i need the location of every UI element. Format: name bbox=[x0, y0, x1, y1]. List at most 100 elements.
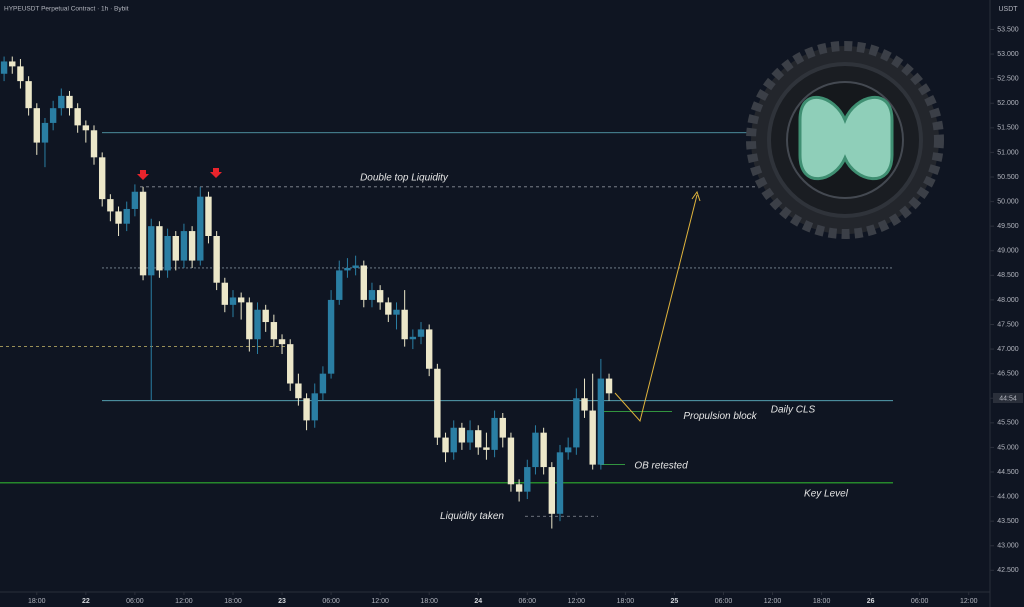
candle-body bbox=[98, 157, 106, 200]
y-tick-label: 47.500 bbox=[997, 321, 1019, 328]
y-tick-label: 43.000 bbox=[997, 543, 1019, 550]
candle-body bbox=[156, 226, 163, 271]
candle-body bbox=[82, 125, 90, 131]
x-tick-label: 06:00 bbox=[519, 598, 537, 605]
candle-body bbox=[589, 410, 596, 465]
red-arrows bbox=[137, 168, 222, 180]
candle-body bbox=[295, 383, 302, 399]
candle-body bbox=[270, 322, 278, 340]
candle-body bbox=[450, 427, 457, 453]
candle-body bbox=[90, 130, 98, 158]
candle-body bbox=[393, 309, 400, 315]
candle-body bbox=[483, 447, 490, 450]
candle-body bbox=[442, 437, 449, 453]
candle-body bbox=[17, 66, 24, 82]
candle-body bbox=[466, 430, 474, 443]
candle-body bbox=[287, 344, 294, 384]
y-tick-label: 50.000 bbox=[997, 198, 1019, 205]
y-tick-label: 52.500 bbox=[997, 76, 1019, 83]
level-label: Key Level bbox=[804, 488, 849, 499]
price-label-box bbox=[993, 393, 1023, 403]
candle-body bbox=[25, 81, 32, 109]
candle-body bbox=[491, 417, 498, 450]
candle-body bbox=[74, 108, 81, 126]
x-tick-label: 12:00 bbox=[175, 598, 193, 605]
candle-body bbox=[532, 432, 539, 468]
y-tick-label: 48.500 bbox=[997, 272, 1019, 279]
x-tick-label: 06:00 bbox=[715, 598, 733, 605]
candle-body bbox=[278, 339, 286, 345]
candle-body bbox=[311, 393, 318, 421]
candle-body bbox=[115, 211, 122, 224]
candle-body bbox=[172, 236, 179, 261]
candle-body bbox=[564, 447, 572, 453]
candle-body bbox=[368, 290, 376, 300]
candle-body bbox=[417, 329, 425, 337]
x-tick-label: 18:00 bbox=[420, 598, 438, 605]
candle-body bbox=[409, 336, 417, 340]
candle-body bbox=[327, 299, 335, 374]
x-tick-label: 06:00 bbox=[911, 598, 929, 605]
y-tick-label: 47.000 bbox=[997, 346, 1019, 353]
candle-body bbox=[246, 302, 253, 340]
candle-body bbox=[123, 208, 130, 224]
x-tick-label: 25 bbox=[671, 598, 679, 605]
candle-body bbox=[41, 122, 49, 143]
y-tick-label: 46.500 bbox=[997, 371, 1019, 378]
candle-body bbox=[188, 231, 196, 261]
x-tick-label: 18:00 bbox=[813, 598, 831, 605]
y-tick-label: 43.500 bbox=[997, 518, 1019, 525]
x-tick-label: 06:00 bbox=[322, 598, 340, 605]
candle-body bbox=[139, 191, 147, 276]
y-tick-label: 48.000 bbox=[997, 297, 1019, 304]
y-tick-label: 49.000 bbox=[997, 248, 1019, 255]
candle-body bbox=[344, 267, 351, 271]
x-tick-label: 12:00 bbox=[764, 598, 782, 605]
candle-body bbox=[605, 378, 613, 394]
candle-body bbox=[376, 290, 384, 303]
x-tick-label: 18:00 bbox=[28, 598, 46, 605]
candle-body bbox=[0, 61, 8, 74]
x-tick-label: 12:00 bbox=[371, 598, 389, 605]
x-tick-label: 23 bbox=[278, 598, 286, 605]
candle-body bbox=[434, 368, 441, 438]
y-tick-label: 44.500 bbox=[997, 469, 1019, 476]
level-label: Liquidity taken bbox=[440, 511, 504, 522]
level-label: Propulsion block bbox=[683, 411, 757, 422]
candle-body bbox=[33, 108, 40, 143]
level-label: OB retested bbox=[634, 460, 688, 471]
y-tick-label: 50.500 bbox=[997, 174, 1019, 181]
candle-body bbox=[524, 467, 531, 492]
x-tick-label: 18:00 bbox=[617, 598, 635, 605]
candle-body bbox=[221, 282, 229, 305]
y-tick-label: 53.500 bbox=[997, 26, 1019, 33]
y-tick-label: 45.000 bbox=[997, 444, 1019, 451]
candle-body bbox=[229, 297, 237, 305]
candle-body bbox=[254, 309, 261, 340]
chart-title: HYPEUSDT Perpetual Contract · 1h · Bybit bbox=[4, 6, 129, 13]
candle-body bbox=[213, 236, 220, 283]
candle-body bbox=[540, 432, 547, 468]
candle-body bbox=[425, 329, 433, 369]
x-tick-label: 24 bbox=[474, 598, 482, 605]
candle-body bbox=[352, 265, 359, 268]
projection-arrow bbox=[614, 190, 701, 423]
candle-body bbox=[49, 108, 57, 123]
level-label: Double top Liquidity bbox=[360, 172, 449, 183]
candle-body bbox=[9, 61, 16, 67]
y-tick-label: 52.000 bbox=[997, 100, 1019, 107]
candle-body bbox=[507, 437, 515, 485]
candle-body bbox=[148, 226, 155, 276]
candle-body bbox=[499, 417, 506, 438]
candle-body bbox=[458, 427, 466, 443]
y-tick-label: 45.500 bbox=[997, 420, 1019, 427]
candle-body bbox=[548, 467, 556, 514]
candle-body bbox=[515, 484, 523, 492]
candle-body bbox=[66, 95, 73, 109]
candle-body bbox=[319, 373, 327, 394]
y-tick-label: 42.500 bbox=[997, 567, 1019, 574]
y-tick-label: 44.000 bbox=[997, 493, 1019, 500]
y-tick-label: 51.000 bbox=[997, 149, 1019, 156]
